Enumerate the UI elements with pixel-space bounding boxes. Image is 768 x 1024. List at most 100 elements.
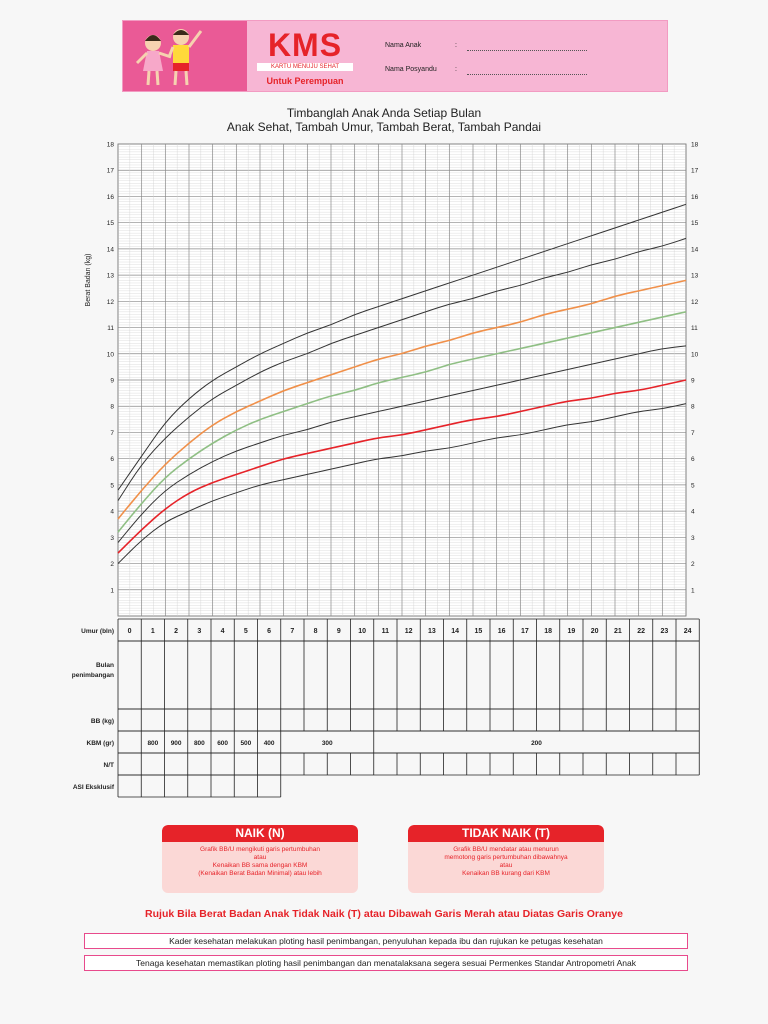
month-number: 22 [637,628,645,635]
y-tick-label: 17 [107,168,115,175]
referral-note: Rujuk Bila Berat Badan Anak Tidak Naik (… [145,908,623,920]
kbm-value: 400 [264,740,275,747]
y-tick-label: 3 [691,535,695,542]
month-number: 1 [151,628,155,635]
month-number: 13 [428,628,436,635]
y-tick-label: 1 [110,587,114,594]
y-tick-label: 15 [107,220,115,227]
y-tick-label: 4 [110,509,114,516]
tidak-naik-line: memotong garis pertumbuhan dibawahnya [444,854,568,861]
month-number: 17 [521,628,529,635]
month-number: 3 [197,628,201,635]
tidak-naik-line: Grafik BB/U mendatar atau menurun [453,846,559,853]
child-name-label: Nama Anak [385,42,422,49]
row-label: Umur (bln) [81,628,114,635]
posyandu-name-field[interactable] [467,74,587,75]
naik-box: NAIK (N) Grafik BB/U mengikuti garis per… [162,825,358,893]
tidak-naik-box: TIDAK NAIK (T) Grafik BB/U mendatar atau… [408,825,604,893]
children-icon [135,29,203,86]
growth-curve [117,311,687,533]
month-number: 14 [451,628,459,635]
row-label: penimbangan [72,672,114,679]
month-number: 16 [498,628,506,635]
growth-curve [117,237,687,501]
tidak-naik-line: atau [499,862,513,869]
child-name-field[interactable] [467,50,587,51]
y-tick-label: 7 [691,430,695,437]
month-number: 9 [337,628,341,635]
naik-line: atau [253,854,267,861]
month-number: 0 [128,628,132,635]
tidak-naik-description: Grafik BB/U mendatar atau menurun memoto… [408,842,604,878]
row-label: ASI Eksklusif [73,784,115,791]
chart-title-line1: Timbanglah Anak Anda Setiap Bulan [286,106,482,120]
naik-line: Grafik BB/U mengikuti garis pertumbuhan [200,846,320,853]
posyandu-name-label: Nama Posyandu [385,66,437,73]
y-tick-label: 10 [107,351,115,358]
kms-logo: KMS KARTU MENUJU SEHAT Untuk Perempuan [257,27,353,86]
naik-description: Grafik BB/U mengikuti garis pertumbuhan … [162,842,358,878]
month-number: 5 [244,628,248,635]
y-tick-label: 15 [691,220,699,227]
y-tick-label: 14 [107,246,115,253]
month-number: 20 [591,628,599,635]
row-label: N/T [104,762,115,769]
y-tick-label: 14 [691,246,699,253]
month-number: 8 [314,628,318,635]
gender-label: Untuk Perempuan [266,76,344,86]
month-number: 24 [684,628,692,635]
kbm-value-200: 200 [531,740,542,747]
tidak-naik-line: Kenaikan BB kurang dari KBM [462,870,550,877]
chart-grid [117,143,687,617]
row-label: KBM (gr) [87,740,114,747]
month-number: 15 [474,628,482,635]
kbm-value: 900 [171,740,182,747]
y-tick-label: 16 [691,194,699,201]
chart-title-line2: Anak Sehat, Tambah Umur, Tambah Berat, T… [226,120,542,134]
y-tick-label: 11 [107,325,114,332]
y-tick-label: 11 [691,325,698,332]
row-label: Bulan [96,662,114,669]
growth-curve [117,345,687,543]
y-tick-label: 18 [691,142,699,149]
record-table[interactable]: Umur (bln) Bulan penimbangan BB (kg) KBM (gr… [0,615,768,800]
y-tick-label: 13 [691,273,699,280]
kms-header: KMS KARTU MENUJU SEHAT Untuk Perempuan N… [122,20,668,92]
naik-title: NAIK (N) [162,825,358,842]
month-number: 21 [614,628,622,635]
month-number: 7 [290,628,294,635]
growth-curve [117,403,687,564]
month-number: 6 [267,628,271,635]
kms-logo-subtitle: KARTU MENUJU SEHAT [257,63,353,71]
y-tick-label: 5 [691,482,695,489]
y-tick-label: 16 [107,194,115,201]
kms-logo-text: KMS [267,27,343,63]
month-number: 12 [405,628,413,635]
y-tick-label: 6 [691,456,695,463]
y-tick-label: 10 [691,351,699,358]
y-tick-label: 3 [110,535,114,542]
y-tick-label: 2 [691,561,695,568]
growth-curves [117,203,687,564]
naik-line: Kenaikan BB sama dengan KBM [212,862,308,869]
month-number: 10 [358,628,366,635]
kbm-value: 500 [240,740,251,747]
y-tick-label: 7 [110,430,114,437]
y-tick-label: 13 [107,273,115,280]
growth-curve [117,379,687,554]
month-number: 4 [221,628,225,635]
y-tick-label: 18 [107,142,115,149]
naik-line: (Kenaikan Berat Badan Minimal) atau lebi… [198,870,322,877]
month-number: 2 [174,628,178,635]
month-number: 23 [660,628,668,635]
y-tick-label: 17 [691,168,699,175]
kbm-value: 600 [217,740,228,747]
kbm-value-300: 300 [322,740,333,747]
table-text: Umur (bln) Bulan penimbangan BB (kg) KBM (gr… [72,628,692,791]
y-tick-label: 1 [691,587,695,594]
row-label: BB (kg) [91,718,114,725]
y-tick-label: 8 [110,404,114,411]
